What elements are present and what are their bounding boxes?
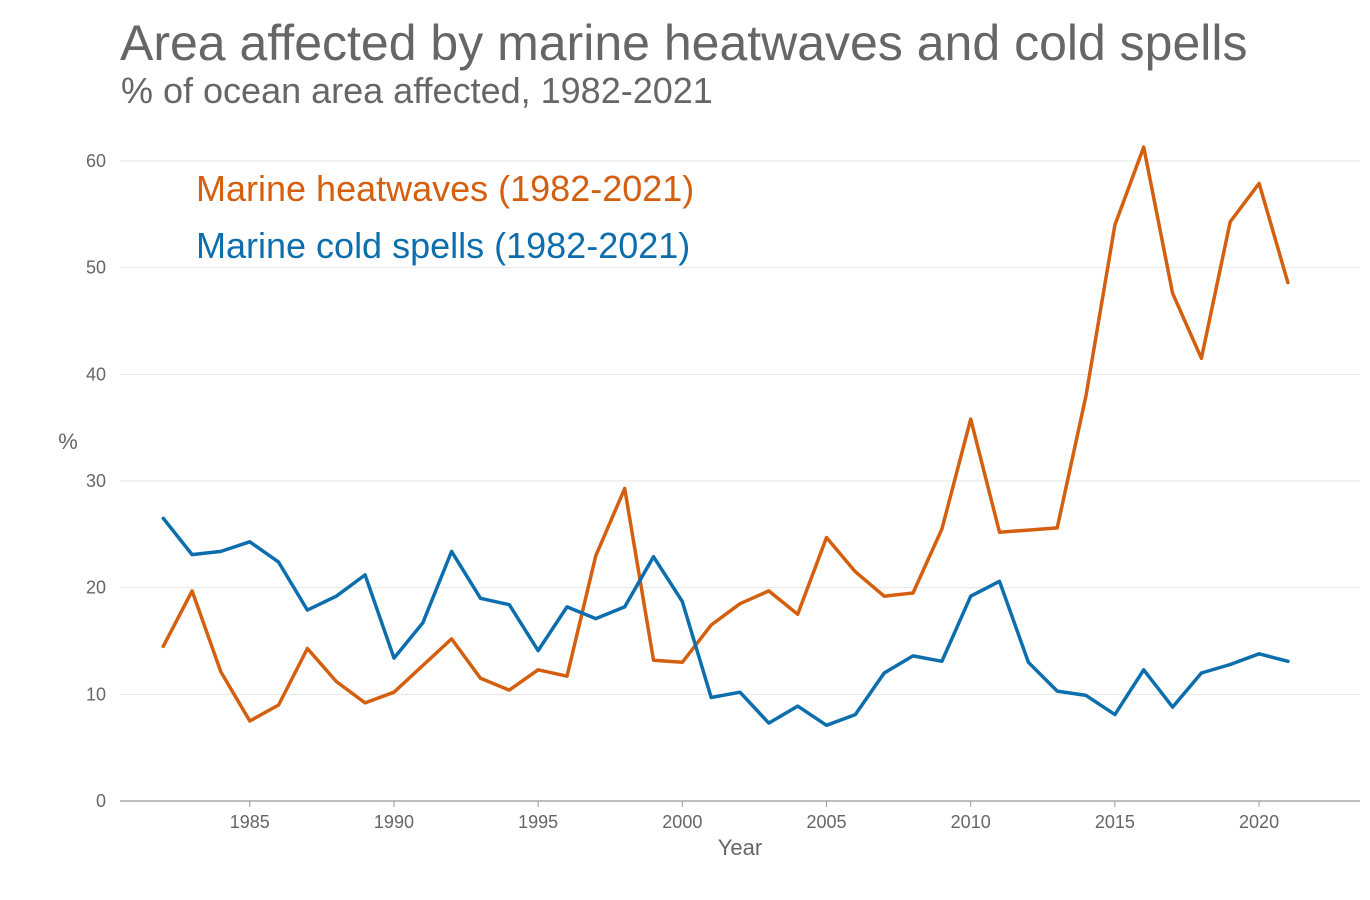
x-tick-label: 2010 xyxy=(951,812,991,832)
series-line-heatwaves xyxy=(161,145,1290,723)
y-tick-label: 60 xyxy=(86,151,106,171)
x-tick-label: 2020 xyxy=(1239,812,1279,832)
y-tick-label: 50 xyxy=(86,258,106,278)
x-axis-ticks: 1985 1990 1995 2000 2005 2010 2015 2020 xyxy=(230,801,1279,832)
y-tick-label: 30 xyxy=(86,471,106,491)
y-axis-title: % xyxy=(58,429,78,454)
x-tick-label: 2000 xyxy=(662,812,702,832)
legend-entry-cold-spells: Marine cold spells (1982-2021) xyxy=(196,225,690,266)
chart-subtitle: % of ocean area affected, 1982-2021 xyxy=(121,70,713,111)
x-tick-label: 2015 xyxy=(1095,812,1135,832)
x-tick-label: 1990 xyxy=(374,812,414,832)
x-tick-label: 1985 xyxy=(230,812,270,832)
legend-entry-heatwaves: Marine heatwaves (1982-2021) xyxy=(196,168,694,209)
y-tick-label: 0 xyxy=(96,791,106,811)
chart-title: Area affected by marine heatwaves and co… xyxy=(120,15,1248,71)
y-axis-ticks: 0 10 20 30 40 50 60 xyxy=(86,151,106,811)
x-tick-label: 2005 xyxy=(806,812,846,832)
y-tick-label: 20 xyxy=(86,578,106,598)
y-tick-label: 40 xyxy=(86,364,106,384)
gridlines xyxy=(120,160,1360,802)
series-lines xyxy=(161,145,1290,728)
x-tick-label: 1995 xyxy=(518,812,558,832)
x-axis-title: Year xyxy=(718,835,762,860)
legend: Marine heatwaves (1982-2021) Marine cold … xyxy=(196,168,694,266)
series-line-cold-spells xyxy=(161,516,1290,728)
y-tick-label: 10 xyxy=(86,684,106,704)
